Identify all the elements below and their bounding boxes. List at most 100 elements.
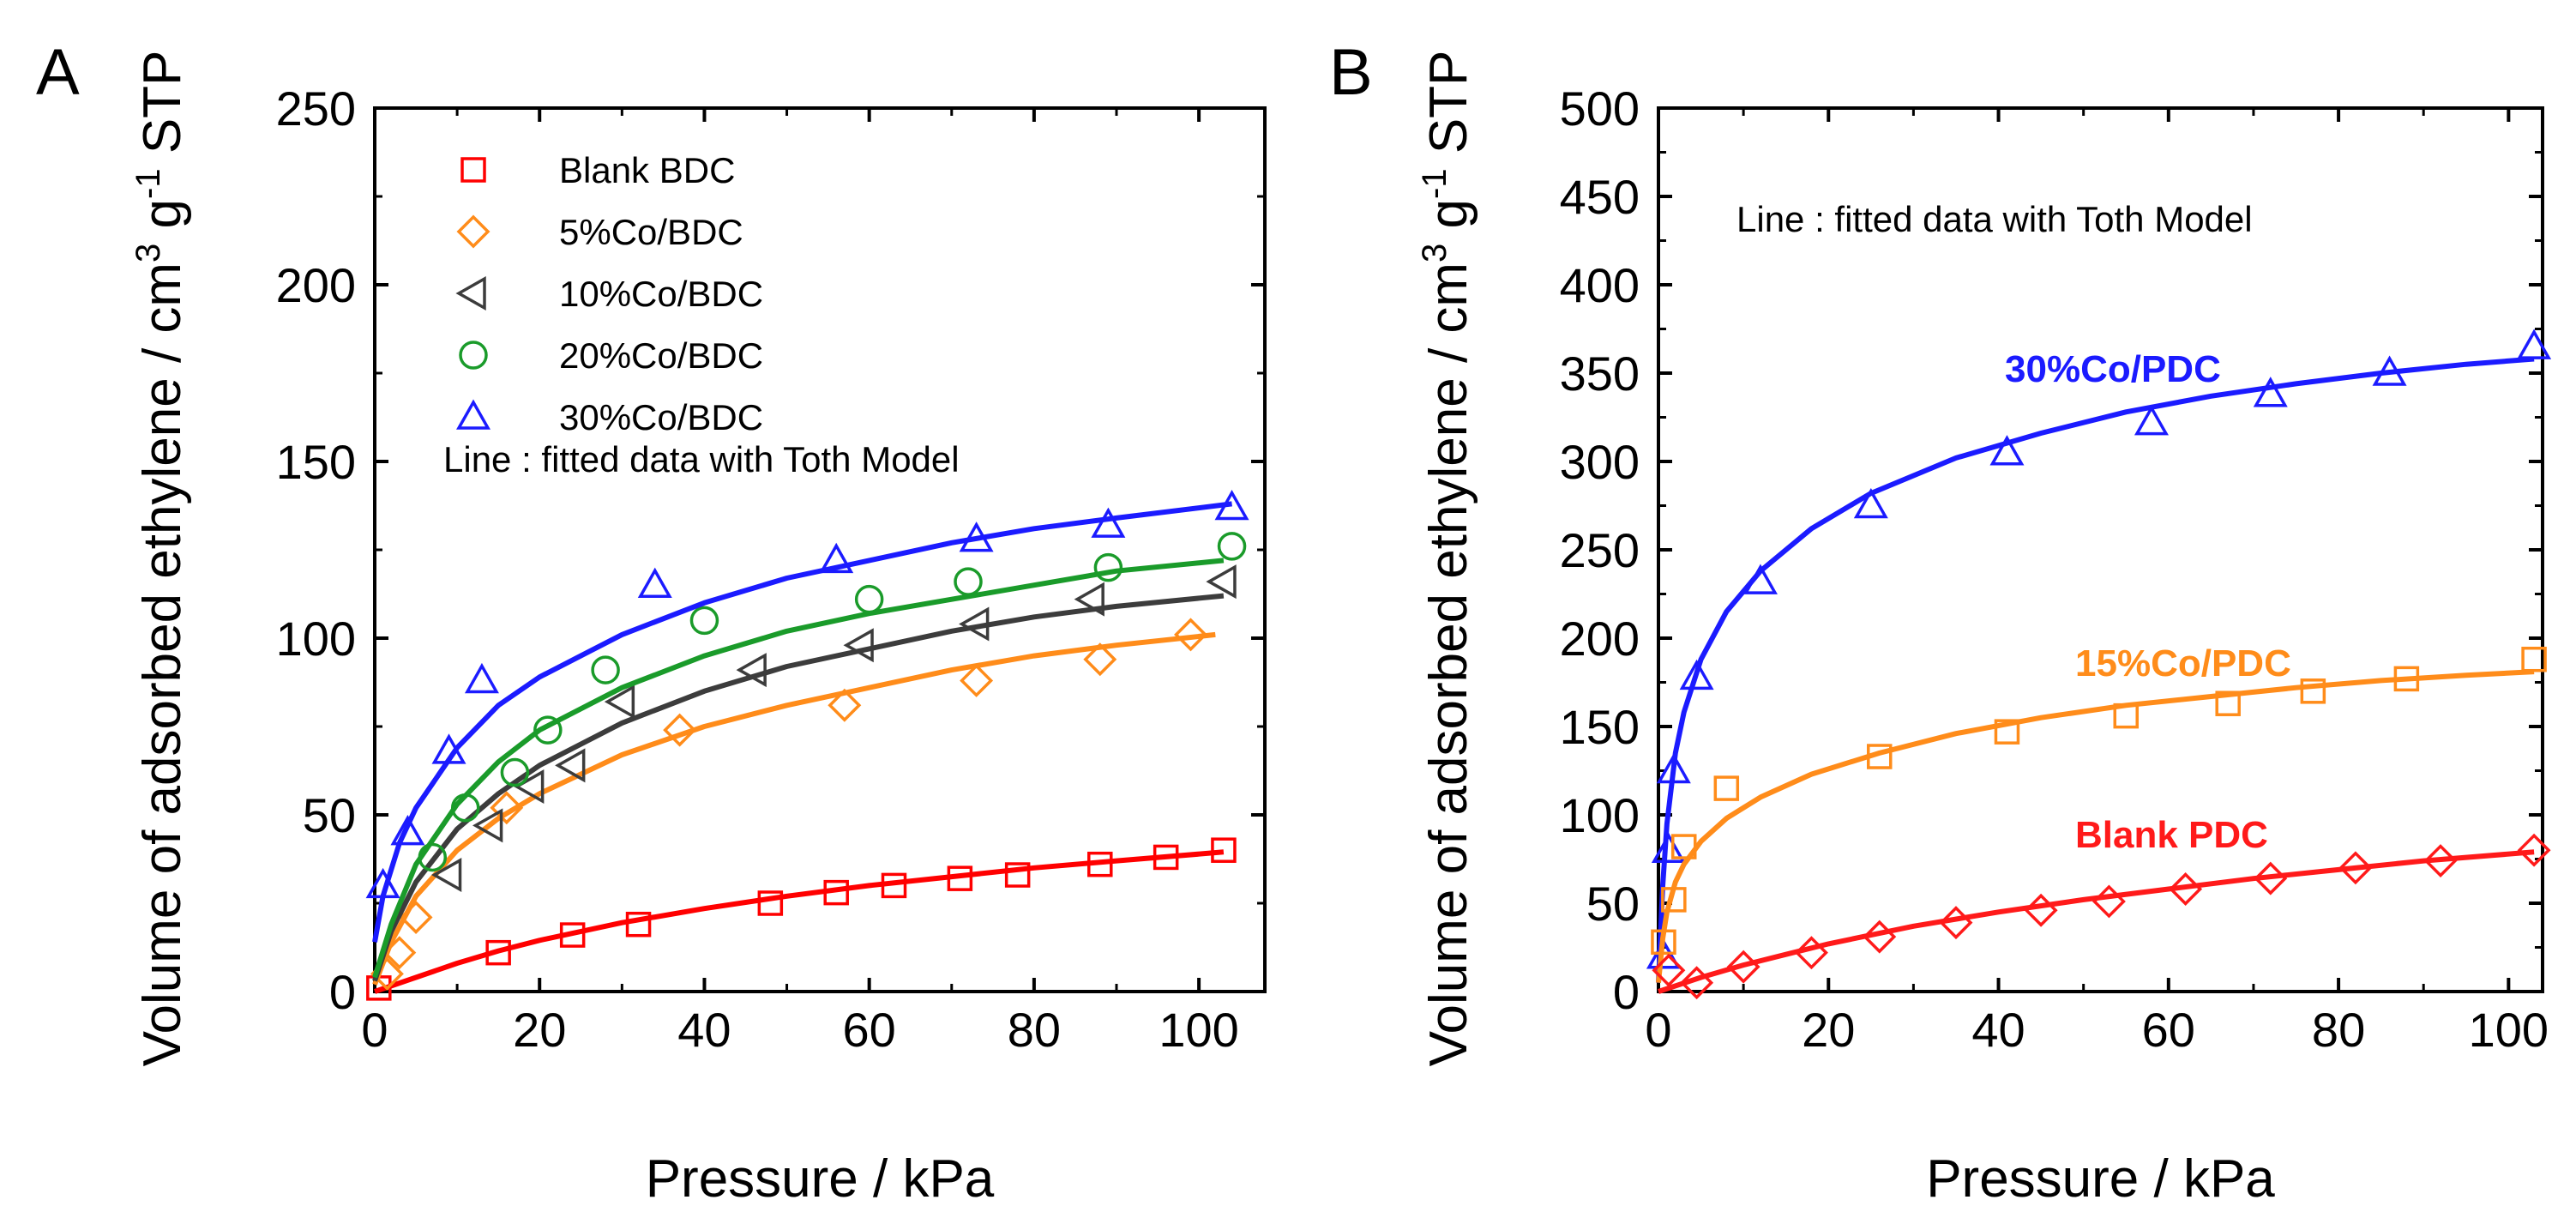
panel-b-y-axis: 0 50 100 150 200 250 300 350 400 450 500 [1560,81,2543,1019]
y-title-sup: 3 [1416,244,1454,262]
data-point-20pctco-bdc [1093,552,1123,582]
y-title-sup: -1 [1416,168,1454,199]
y-title-main: Volume of adsorbed ethylene / cm [133,262,192,1066]
legend-marker-5pctco-bdc [456,214,491,249]
panel-a: A 0 20 40 60 80 100 0 50 100 150 200 250 Pressure / k… [36,36,1267,1209]
data-point-30pctco-bdc [464,662,499,694]
data-point-blank-pdc [2517,833,2551,867]
data-point-30pctco-pdc [1651,832,1686,863]
legend-label-20pctco-bdc: 20%Co/BDC [559,335,763,376]
data-point-10pctco-bdc [514,769,545,805]
data-point-blank-bdc [559,922,586,948]
legend-marker-10pctco-bdc [455,275,486,311]
data-point-blank-bdc [1087,851,1113,877]
y-title-main: Volume of adsorbed ethylene / cm [1419,262,1478,1066]
series-label-blank-pdc: Blank PDC [2075,814,2268,856]
data-point-blank-pdc [1726,950,1760,984]
panel-a-series-30pctco-bdc [365,490,1249,943]
fit-line-30pctco-bdc [372,501,1232,943]
series-label-15pctco-pdc: 15%Co/PDC [2075,642,2291,684]
data-point-blank-bdc [1153,844,1179,871]
y-tick-label: 0 [1613,965,1640,1019]
data-point-blank-pdc [2423,844,2458,878]
y-tick-label: 500 [1560,81,1640,136]
data-point-30pctco-pdc [1656,752,1691,784]
data-point-30pctco-pdc [2253,377,2288,407]
x-tick-label: 40 [677,1003,731,1057]
y-title-end: STP [133,51,192,169]
data-point-blank-pdc [1863,920,1897,954]
data-point-blank-pdc [2024,893,2058,927]
fit-line-blank-bdc [374,849,1225,994]
legend-marker-20pctco-bdc [459,341,488,370]
x-tick-label: 100 [1159,1003,1238,1057]
data-point-30pctco-bdc [390,815,425,846]
data-point-blank-pdc [2091,884,2126,919]
data-point-5pctco-bdc [663,713,697,747]
data-point-30pctco-pdc [1679,659,1714,690]
y-title-mid: g [1419,199,1478,244]
data-point-5pctco-bdc [382,936,417,970]
legend-label-30pctco-bdc: 30%Co/BDC [559,397,763,437]
data-point-15pctco-pdc [1713,775,1740,801]
panel-b-series-15pctco-pdc [1651,646,2547,983]
y-tick-label: 100 [276,612,356,666]
x-tick-label: 40 [1971,1003,2025,1057]
fit-line-5pctco-bdc [372,631,1216,986]
y-tick-label: 200 [276,258,356,312]
panel-a-series-10pctco-bdc [372,564,1237,982]
data-point-blank-pdc [2338,851,2373,885]
data-point-15pctco-pdc [2300,678,2326,704]
x-tick-label: 0 [361,1003,388,1057]
data-point-30pctco-bdc [1091,507,1126,538]
y-tick-label: 300 [1560,435,1640,489]
data-point-10pctco-bdc [843,628,874,663]
data-point-10pctco-bdc [1206,564,1237,600]
panel-a-y-axis: 0 50 100 150 200 250 [276,81,1265,1019]
data-point-blank-pdc [2169,872,2203,906]
panel-b-x-axis-title: Pressure / kPa [1926,1149,2275,1209]
panel-a-x-axis-title: Pressure / kPa [646,1149,995,1209]
y-tick-label: 50 [1586,877,1640,931]
data-point-15pctco-pdc [1651,929,1676,956]
panel-a-x-axis: 0 20 40 60 80 100 [361,108,1239,1057]
data-point-blank-bdc [757,890,784,916]
panel-b-series-30pctco-pdc [1646,329,2552,983]
y-tick-label: 0 [329,965,356,1019]
panel-b-letter: B [1329,36,1373,109]
x-tick-label: 100 [2469,1003,2549,1057]
data-point-20pctco-bdc [954,567,983,596]
panel-a-letter: A [36,36,80,109]
panel-b-y-axis-title: Volume of adsorbed ethylene / cm3 g-1 ST… [1416,51,1478,1067]
y-title-mid: g [133,199,192,244]
legend-label-10pctco-bdc: 10%Co/BDC [559,274,763,314]
panel-b-series-blank-pdc [1652,833,2551,1000]
data-point-20pctco-bdc [450,793,480,823]
x-tick-label: 60 [843,1003,896,1057]
data-point-blank-bdc [947,865,973,891]
data-point-5pctco-bdc [1174,618,1207,652]
data-point-20pctco-bdc [591,655,620,684]
panel-a-series-5pctco-bdc [370,618,1216,991]
data-point-20pctco-bdc [533,715,563,745]
y-tick-label: 250 [276,81,356,136]
legend-label-blank-bdc: Blank BDC [559,150,735,190]
data-point-20pctco-bdc [418,842,448,872]
data-point-30pctco-pdc [1989,435,2025,466]
y-title-end: STP [1419,51,1478,169]
data-point-30pctco-pdc [1853,487,1888,519]
data-point-30pctco-bdc [637,567,672,598]
data-point-30pctco-bdc [431,733,466,764]
panel-b: B 0 20 40 60 80 100 0 50 100 150 200 250 300 350 400 450… [1329,36,2552,1209]
panel-b-plot-frame [1657,106,2544,993]
data-point-blank-bdc [485,939,511,966]
data-point-blank-pdc [1652,953,1686,987]
data-point-10pctco-bdc [472,808,503,843]
legend-label-5pctco-bdc: 5%Co/BDC [559,212,743,252]
data-point-20pctco-bdc [689,606,719,636]
data-point-5pctco-bdc [490,791,524,825]
panel-a-annotation: Line : fitted data with Toth Model [443,439,960,479]
x-tick-label: 80 [2312,1003,2365,1057]
data-point-15pctco-pdc [1994,719,2020,745]
